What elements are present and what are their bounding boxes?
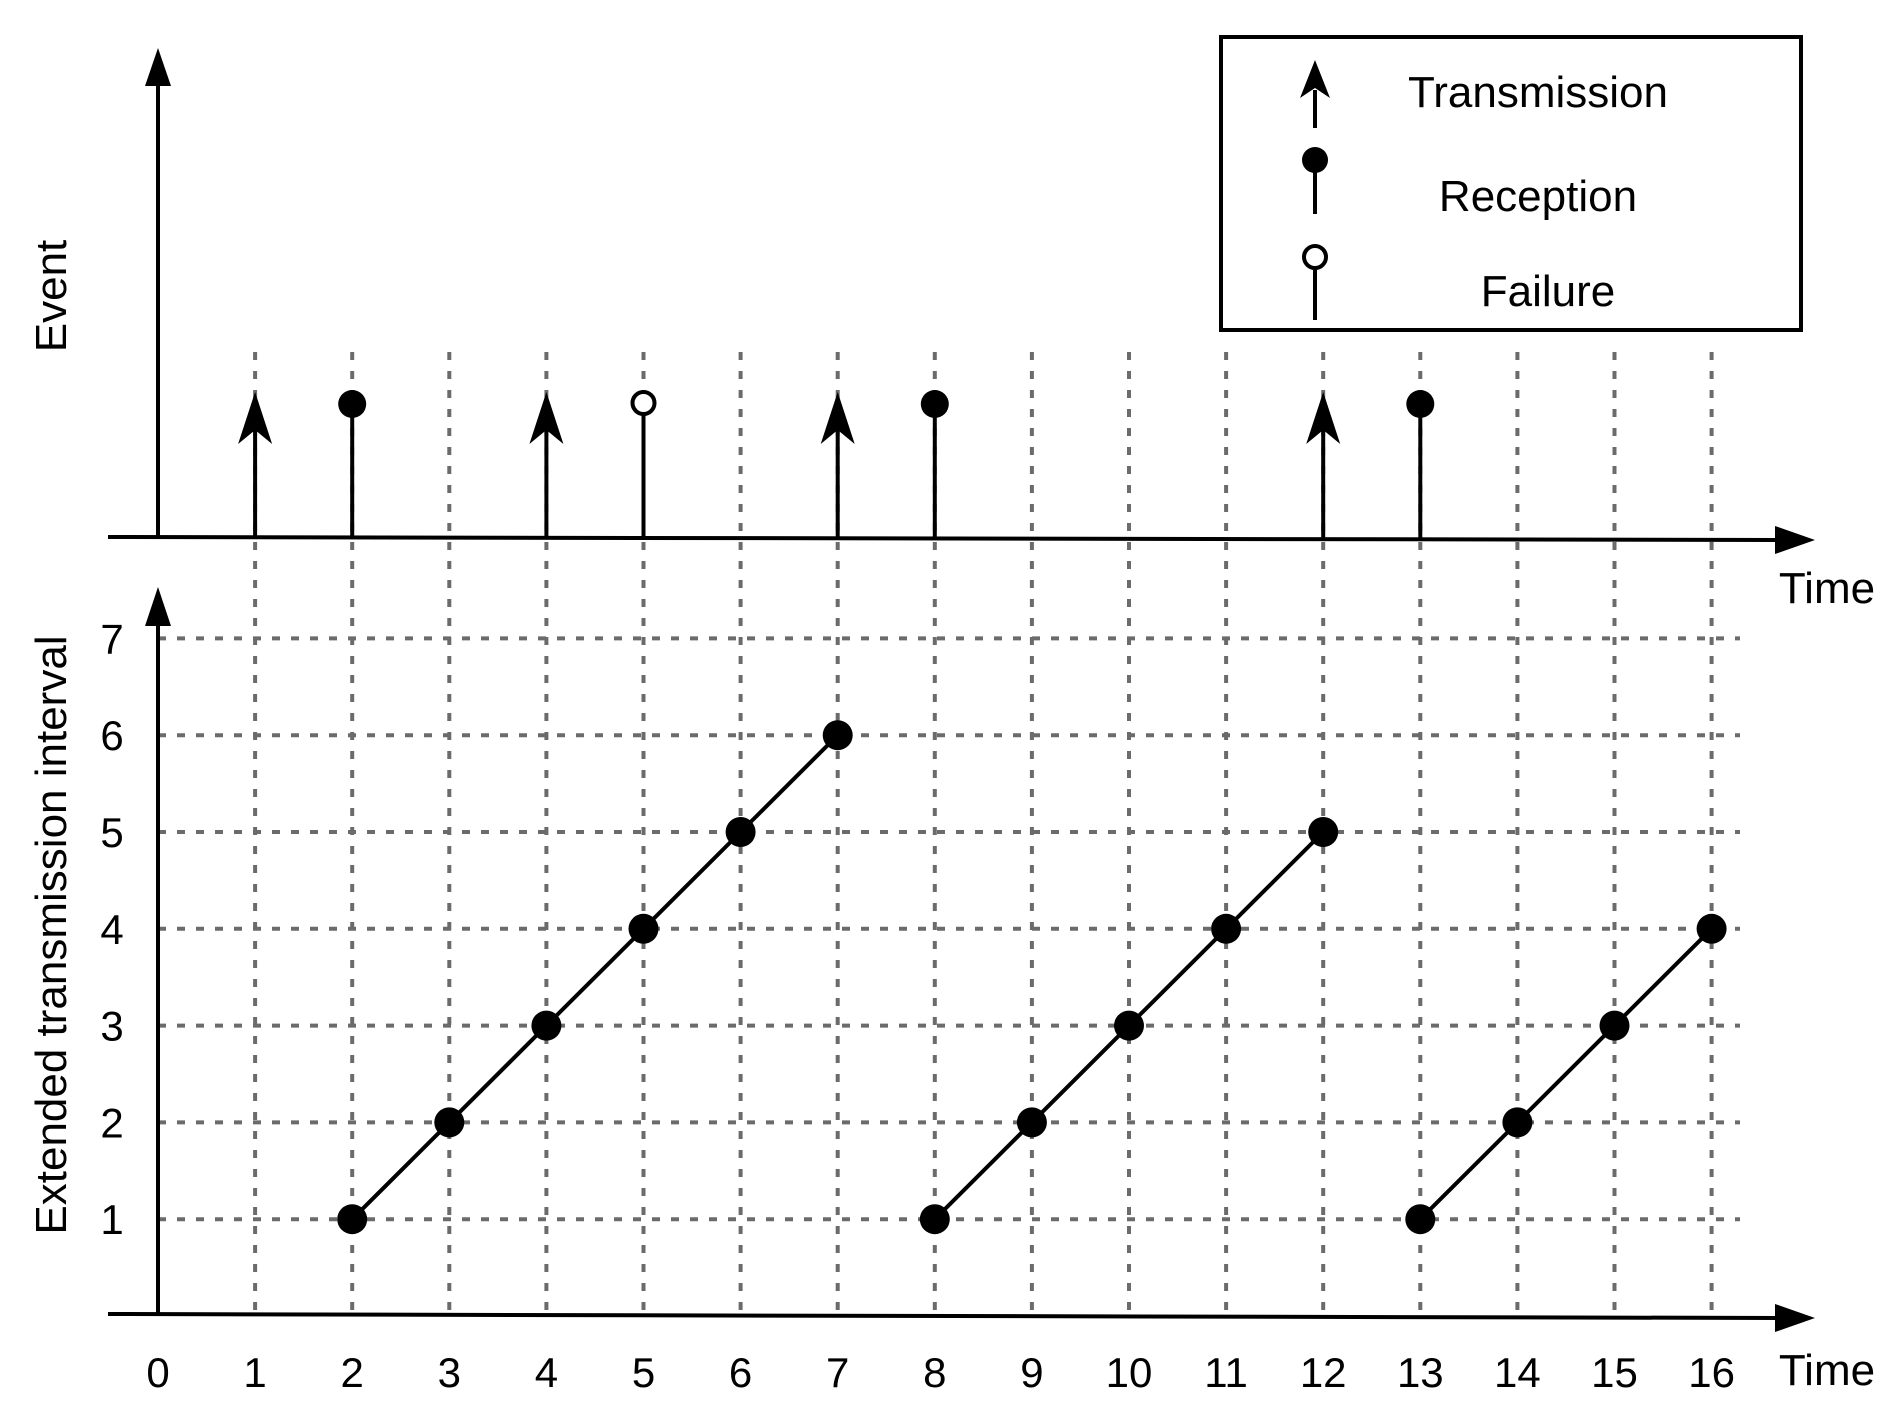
- legend-label-transmission: Transmission: [1408, 68, 1668, 117]
- data-point: [1016, 1107, 1047, 1138]
- event-panel: Event Time: [27, 48, 1875, 613]
- x-tick-label: 14: [1494, 1349, 1541, 1396]
- event-transmission-marker: [1306, 392, 1341, 538]
- x-tick-label: 9: [1020, 1349, 1043, 1396]
- x-tick-label: 2: [341, 1349, 364, 1396]
- interval-x-axis: [107, 1312, 1783, 1320]
- y-tick-label: 1: [100, 1196, 123, 1243]
- y-tick-label: 7: [100, 615, 123, 662]
- data-point: [434, 1107, 465, 1138]
- data-point: [1211, 913, 1242, 944]
- legend-label-reception: Reception: [1439, 172, 1637, 221]
- x-tick-label: 0: [146, 1349, 169, 1396]
- event-x-axis-title: Time: [1779, 564, 1875, 613]
- x-tick-label: 13: [1397, 1349, 1444, 1396]
- event-reception-marker: [338, 390, 367, 538]
- series-segment-line: [350, 733, 840, 1221]
- y-tick-label: 4: [100, 906, 123, 953]
- data-point: [725, 817, 756, 847]
- data-points: [337, 720, 1727, 1235]
- event-failure-marker: [630, 390, 657, 538]
- y-tick-label: 6: [100, 712, 123, 759]
- event-y-axis-arrow: [145, 48, 171, 86]
- event-transmission-marker: [238, 392, 273, 538]
- x-tick-label: 16: [1688, 1349, 1735, 1396]
- x-tick-label: 3: [438, 1349, 461, 1396]
- y-tick-labels: 1 2 3 4 5 6 7: [100, 615, 123, 1243]
- interval-x-axis-title: Time: [1779, 1346, 1875, 1395]
- series-segment-line: [1418, 927, 1714, 1221]
- x-tick-label: 11: [1204, 1349, 1248, 1396]
- legend-label-failure: Failure: [1481, 267, 1616, 316]
- data-point: [1405, 1204, 1436, 1235]
- x-tick-label: 12: [1300, 1349, 1347, 1396]
- x-tick-label: 4: [535, 1349, 558, 1396]
- interval-x-axis-arrow: [1775, 1304, 1815, 1332]
- event-x-axis: [107, 535, 1783, 542]
- legend: Transmission Reception Failure: [1219, 35, 1803, 332]
- event-reception-marker: [1406, 390, 1435, 538]
- y-tick-label: 5: [100, 809, 123, 856]
- legend-transmission-symbol: [1300, 60, 1330, 128]
- x-tick-label: 7: [826, 1349, 849, 1396]
- x-tick-label: 10: [1106, 1349, 1153, 1396]
- data-point: [919, 1204, 950, 1235]
- x-tick-label: 5: [632, 1349, 655, 1396]
- event-transmission-marker: [820, 392, 855, 538]
- data-point: [1308, 817, 1339, 847]
- event-transmission-marker: [529, 392, 564, 538]
- event-x-axis-arrow: [1775, 526, 1815, 554]
- interval-y-axis-title: Extended transmission interval: [27, 635, 76, 1234]
- data-point: [337, 1204, 368, 1235]
- events: [238, 390, 1435, 538]
- y-tick-label: 2: [100, 1099, 123, 1146]
- x-tick-label: 6: [729, 1349, 752, 1396]
- x-tick-label: 15: [1591, 1349, 1638, 1396]
- data-point: [628, 913, 659, 944]
- interval-y-axis-arrow: [145, 587, 171, 626]
- x-tick-label: 1: [243, 1349, 266, 1396]
- legend-failure-symbol: [1302, 244, 1328, 320]
- x-tick-label: 8: [923, 1349, 946, 1396]
- data-point: [1114, 1010, 1144, 1041]
- y-tick-label: 3: [100, 1003, 123, 1050]
- legend-reception-symbol: [1302, 147, 1328, 214]
- event-reception-marker: [920, 390, 949, 538]
- data-point: [822, 720, 853, 751]
- data-point: [531, 1010, 562, 1041]
- data-point: [1696, 913, 1727, 944]
- event-y-axis-title: Event: [27, 240, 76, 353]
- data-point: [1502, 1107, 1533, 1138]
- grid: [158, 352, 1740, 1314]
- x-tick-labels: 0 1 2 3 4 5 6 7 8 9 10 11 12 13 14 15 16: [146, 1349, 1735, 1396]
- series-lines: [350, 733, 1714, 1221]
- data-point: [1599, 1010, 1630, 1041]
